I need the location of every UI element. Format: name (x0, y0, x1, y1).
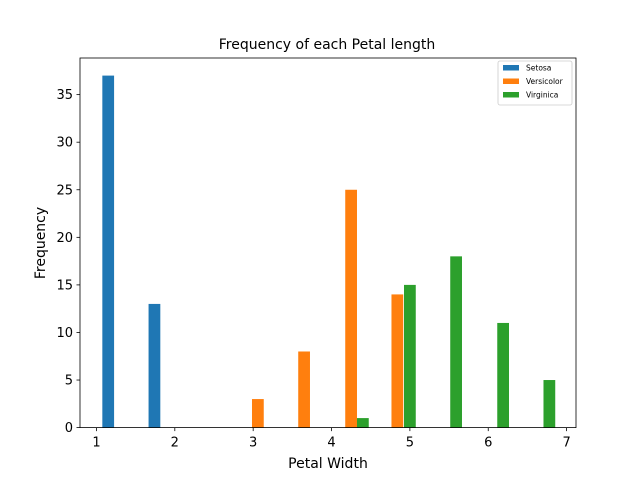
y-axis-label: Frequency (33, 207, 49, 279)
legend-swatch-setosa (503, 65, 519, 71)
y-tick-label: 15 (56, 278, 73, 293)
y-tick-label: 0 (65, 421, 73, 436)
plot-area-frame (79, 57, 577, 429)
y-tick-label: 10 (56, 326, 73, 341)
legend-swatch-virginica (503, 92, 519, 98)
x-tick-label: 5 (406, 436, 414, 451)
x-tick-label: 4 (327, 436, 335, 451)
legend-swatch-versicolor (503, 78, 519, 84)
legend-label-versicolor: Versicolor (526, 77, 564, 86)
legend-label-virginica: Virginica (526, 91, 558, 100)
bar-setosa-1 (148, 303, 161, 428)
x-tick-label: 6 (484, 436, 492, 451)
y-tick-label: 30 (56, 136, 73, 151)
x-axis-ticks: 1 2 3 4 5 6 7 (92, 427, 571, 451)
y-tick-label: 20 (56, 231, 73, 246)
bar-virginica-3 (497, 322, 510, 428)
x-axis-label: Petal Width (288, 456, 368, 472)
bar-virginica-0 (356, 418, 369, 428)
bar-virginica-2 (450, 256, 462, 428)
y-tick-label: 5 (65, 374, 73, 389)
x-tick-label: 7 (562, 436, 570, 451)
bar-group (102, 75, 556, 428)
y-axis-ticks: 0 5 10 15 20 25 30 35 (56, 88, 80, 436)
legend: Setosa Versicolor Virginica (497, 60, 573, 106)
x-tick-label: 1 (92, 436, 100, 451)
legend-label-setosa: Setosa (526, 64, 551, 73)
x-tick-label: 3 (249, 436, 257, 451)
bar-virginica-4 (543, 380, 556, 428)
bar-setosa-0 (102, 75, 115, 428)
bar-virginica-1 (404, 284, 416, 428)
bar-versicolor-0 (251, 399, 264, 428)
y-tick-label: 25 (56, 183, 73, 198)
x-tick-label: 2 (171, 436, 179, 451)
bar-versicolor-1 (298, 351, 310, 428)
y-tick-label: 35 (56, 88, 73, 103)
bar-versicolor-2 (345, 189, 357, 428)
chart-title: Frequency of each Petal length (219, 37, 436, 53)
bar-versicolor-3 (391, 294, 404, 428)
